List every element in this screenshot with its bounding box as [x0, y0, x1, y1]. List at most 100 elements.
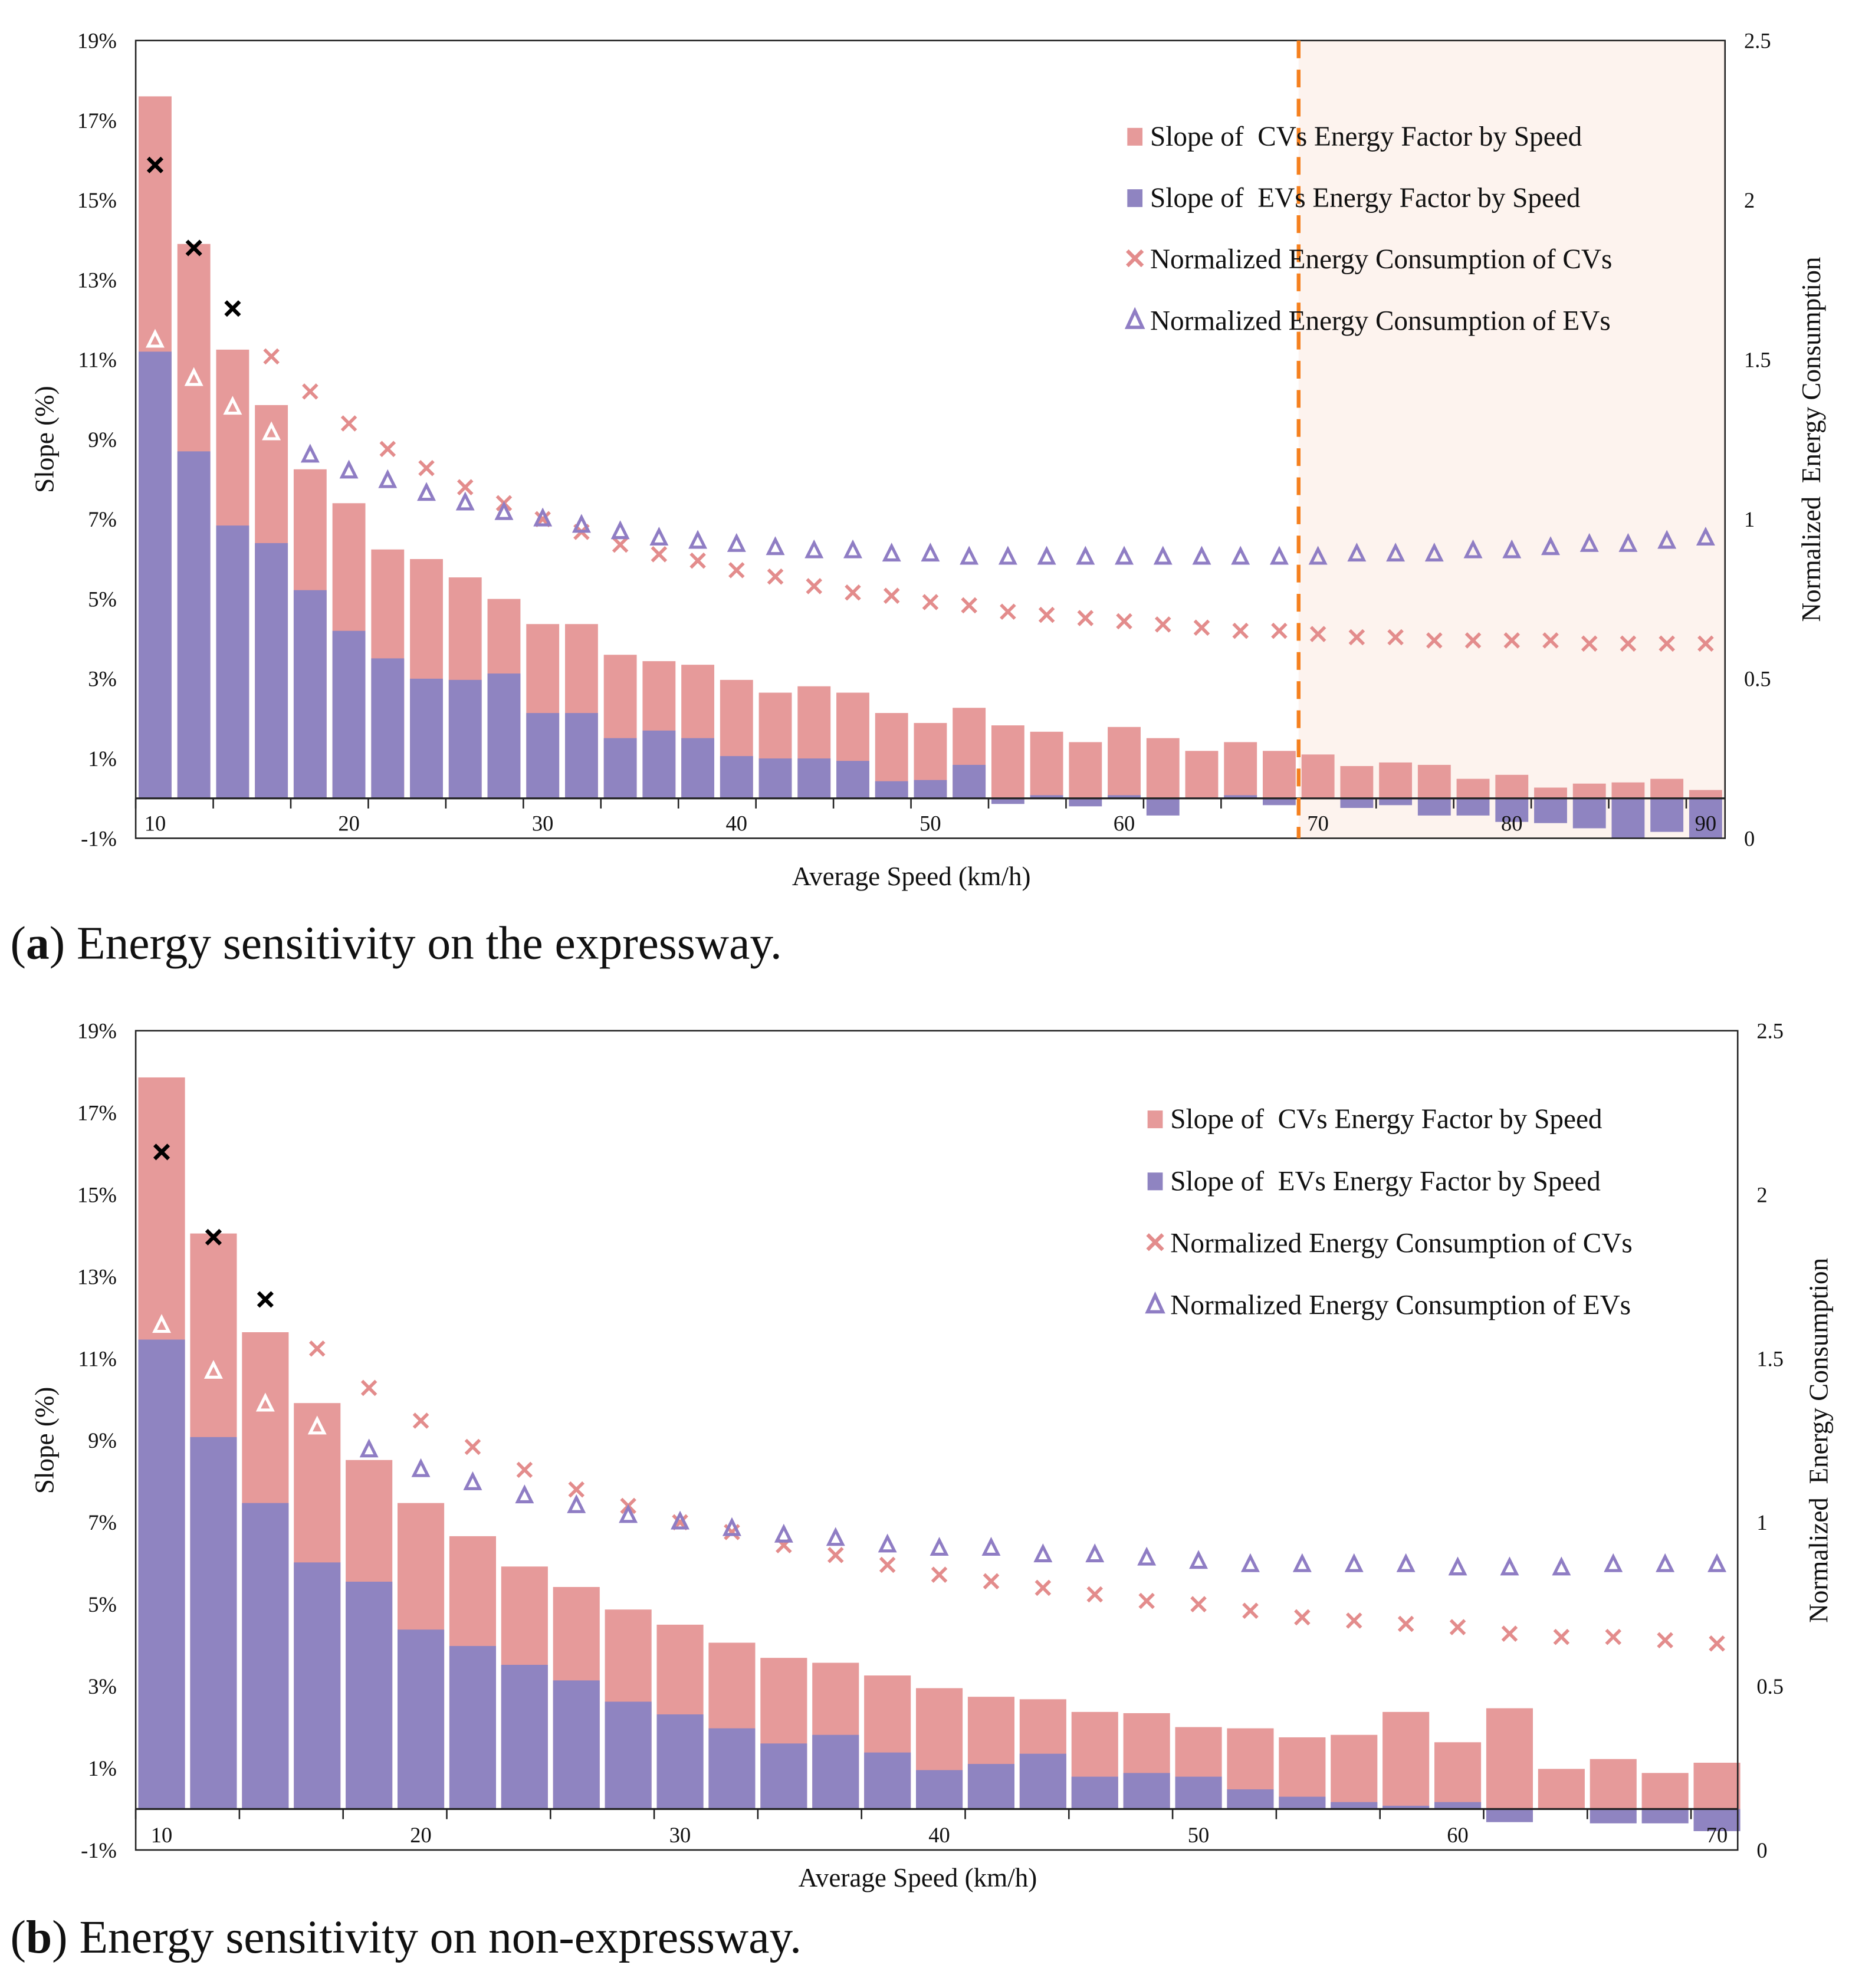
y2-tick-label: 0 [1744, 826, 1755, 850]
cv-consumption-marker [1605, 1628, 1622, 1645]
cv-slope-bar [1340, 765, 1374, 799]
legend-label: Normalized Energy Consumption of CVs [1150, 244, 1612, 275]
cv-slope-bar [1486, 1708, 1533, 1809]
cv-consumption-marker [257, 1291, 274, 1308]
cv-consumption-marker [1086, 1586, 1104, 1603]
cv-consumption-marker [1464, 632, 1482, 649]
ev-slope-bar [760, 1743, 807, 1809]
y-tick-label: 11% [78, 348, 117, 372]
ev-consumption-marker [619, 1504, 638, 1523]
cv-consumption-marker [1038, 606, 1055, 623]
y-tick-label: 17% [77, 109, 117, 133]
caption-label: b [26, 1911, 52, 1963]
ev-slope-bar [812, 1734, 859, 1809]
cv-consumption-marker [1077, 610, 1094, 626]
ev-slope-bar [875, 781, 908, 799]
ev-consumption-marker [307, 1415, 327, 1435]
legend-cv-bar-swatch [1147, 1110, 1163, 1129]
ev-consumption-marker [203, 1359, 223, 1379]
cv-slope-bar [1069, 742, 1102, 799]
ev-consumption-marker [1153, 546, 1173, 565]
cv-consumption-marker [728, 562, 745, 579]
ev-slope-bar [177, 451, 211, 799]
y-tick-label: 17% [77, 1101, 117, 1125]
ev-consumption-marker [359, 1438, 379, 1458]
ev-slope-bar [1650, 798, 1684, 832]
cv-consumption-marker [1553, 1628, 1570, 1645]
ev-consumption-marker [804, 539, 824, 558]
y-tick-label: 11% [78, 1346, 117, 1371]
y-tick-label: 3% [88, 1674, 117, 1698]
ev-consumption-marker [1707, 1553, 1727, 1572]
ev-consumption-marker [998, 546, 1017, 565]
ev-consumption-marker [339, 459, 359, 479]
ev-consumption-marker [826, 1527, 845, 1546]
ev-slope-bar [501, 1665, 548, 1809]
ev-consumption-marker [184, 367, 203, 386]
cv-consumption-marker [767, 568, 784, 585]
ev-consumption-marker [766, 536, 785, 556]
x-tick-label: 40 [726, 811, 747, 836]
y2-tick-label: 1 [1744, 507, 1755, 531]
cv-slope-bar [1434, 1742, 1482, 1809]
cv-consumption-marker [961, 597, 977, 614]
caption-paren-open: ( [11, 1911, 26, 1963]
x-axis-title: Average Speed (km/h) [799, 1863, 1037, 1892]
cv-consumption-marker [612, 536, 629, 553]
ev-consumption-marker [1696, 527, 1715, 546]
y2-tick-label: 1.5 [1744, 348, 1771, 372]
legend-cv-bar-swatch [1127, 127, 1143, 146]
legend-x-marker-icon [1146, 1233, 1164, 1251]
y-tick-label: 13% [77, 1264, 117, 1289]
ev-slope-bar [1590, 1809, 1637, 1823]
cv-consumption-marker [1620, 635, 1637, 652]
ev-consumption-marker [1192, 546, 1211, 565]
ev-slope-bar [1693, 1809, 1741, 1832]
cv-slope-bar [1379, 762, 1413, 799]
ev-slope-bar [1146, 798, 1180, 816]
ev-consumption-marker [1463, 539, 1483, 558]
caption-paren-close: ) [52, 1911, 67, 1963]
ev-consumption-marker [610, 520, 630, 540]
cv-consumption-marker [1190, 1596, 1207, 1612]
ev-slope-bar [1495, 798, 1529, 822]
ev-consumption-marker [262, 421, 281, 441]
legend-triangle-marker-icon [1124, 307, 1145, 329]
ev-consumption-marker [417, 482, 436, 501]
legend-label: Normalized Energy Consumption of CVs [1170, 1228, 1632, 1259]
ev-consumption-marker [921, 543, 940, 562]
y-axis-title: Slope (%) [30, 1387, 60, 1494]
x-tick-label: 60 [1114, 811, 1135, 836]
ev-consumption-marker [1115, 546, 1134, 565]
ev-slope-bar [216, 525, 249, 799]
ev-slope-bar [1019, 1753, 1066, 1809]
ev-consumption-marker [1604, 1553, 1623, 1572]
ev-slope-bar [758, 758, 792, 799]
ev-consumption-marker [878, 1533, 897, 1553]
y-tick-label: 13% [77, 268, 117, 292]
ev-consumption-marker [722, 1517, 741, 1536]
ev-slope-bar [967, 1764, 1015, 1809]
x-tick-label: 20 [410, 1823, 432, 1847]
x-tick-label: 50 [1188, 1823, 1209, 1847]
cv-consumption-marker [922, 594, 939, 610]
ev-slope-bar [410, 678, 443, 799]
y-tick-label: 5% [88, 1592, 117, 1616]
ev-slope-bar [1331, 1802, 1378, 1809]
ev-consumption-marker [1579, 533, 1599, 552]
cv-slope-bar [1263, 751, 1296, 799]
ev-consumption-marker [1448, 1556, 1467, 1576]
ev-slope-bar [1689, 798, 1722, 839]
x-tick-label: 40 [928, 1823, 950, 1847]
y2-tick-label: 1.5 [1756, 1346, 1784, 1371]
cv-consumption-marker [1397, 1615, 1414, 1632]
ev-slope-bar [1417, 798, 1451, 816]
chart-b: 10 20 30 40 50 60 70-1%1%3%5%7%9%11%13%15%17%1… [11, 1019, 1834, 1963]
x-tick-label: 80 [1501, 811, 1523, 836]
cv-consumption-marker [1345, 1612, 1362, 1629]
ev-consumption-marker [649, 527, 669, 546]
ev-slope-bar [1340, 798, 1374, 809]
cv-consumption-marker [1449, 1619, 1466, 1635]
ev-consumption-marker [1502, 539, 1522, 558]
legend-label: Slope of CVs Energy Factor by Speed [1170, 1104, 1602, 1135]
